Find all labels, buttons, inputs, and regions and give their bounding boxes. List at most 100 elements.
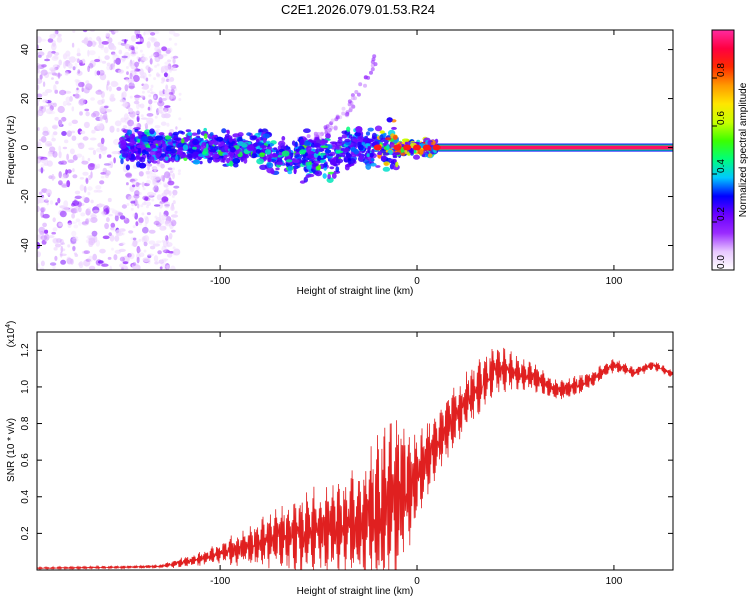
heatmap-cell	[171, 68, 178, 72]
heatmap-cell	[90, 217, 98, 223]
heatmap-cell	[162, 182, 169, 187]
heatmap-cell	[171, 229, 176, 233]
heatmap-cell	[173, 138, 181, 141]
heatmap-cell	[49, 146, 56, 153]
heatmap-cell	[142, 202, 147, 206]
heatmap-cell	[72, 94, 76, 97]
heatmap-cell	[54, 30, 59, 35]
heatmap-cell	[78, 206, 82, 213]
heatmap-cell	[169, 129, 175, 134]
heatmap-cell	[172, 200, 176, 205]
heatmap-cell	[146, 144, 151, 148]
heatmap-cell	[56, 65, 60, 69]
heatmap-cell	[230, 146, 236, 153]
heatmap-cell	[51, 77, 54, 80]
heatmap-cell	[157, 106, 165, 114]
heatmap-cell	[118, 248, 126, 252]
heatmap-cell	[299, 138, 305, 146]
heatmap-cell	[174, 210, 178, 214]
heatmap-cell	[292, 159, 300, 164]
heatmap-cell	[52, 131, 58, 136]
heatmap-cell	[329, 141, 338, 144]
heatmap-cell	[88, 175, 92, 180]
heatmap-cell	[127, 119, 134, 127]
heatmap-cell	[354, 131, 362, 137]
heatmap-cell	[391, 126, 397, 130]
heatmap-cell	[162, 143, 167, 149]
heatmap-cell	[104, 55, 110, 60]
heatmap-cell	[169, 47, 173, 53]
heatmap-cell	[79, 184, 85, 191]
heatmap-cell	[61, 242, 65, 245]
heatmap-cell	[125, 193, 132, 200]
heatmap-cell	[393, 144, 402, 151]
heatmap-cell	[71, 106, 75, 112]
heatmap-cell	[112, 53, 117, 57]
heatmap-cell	[224, 144, 228, 151]
heatmap-cell	[68, 122, 72, 126]
heatmap-cell	[101, 115, 108, 120]
heatmap-cell	[356, 92, 361, 97]
heatmap-cell	[62, 146, 68, 150]
heatmap-cell	[63, 200, 69, 208]
heatmap-cell	[37, 251, 41, 258]
heatmap-cell	[76, 153, 83, 158]
heatmap-cell	[140, 117, 148, 120]
heatmap-cell	[107, 37, 113, 44]
heatmap-cell	[138, 162, 147, 169]
heatmap-cell	[59, 251, 63, 258]
y-tick-label: 0.2	[20, 526, 31, 540]
heatmap-cell	[142, 257, 150, 263]
heatmap-cell	[69, 56, 76, 63]
heatmap-cell	[110, 227, 115, 230]
heatmap-cell	[66, 153, 69, 161]
heatmap-cell	[313, 133, 318, 138]
heatmap-cell	[164, 89, 167, 93]
heatmap-cell	[88, 238, 96, 246]
heatmap-cell	[166, 78, 170, 82]
heatmap-cell	[72, 200, 80, 207]
heatmap-cell	[140, 114, 144, 118]
heatmap-cell	[229, 160, 234, 167]
heatmap-cell	[419, 148, 424, 155]
heatmap-cell	[342, 152, 346, 158]
heatmap-cell	[246, 132, 252, 136]
heatmap-cell	[53, 30, 57, 37]
heatmap-cell	[119, 143, 127, 149]
heatmap-cell	[392, 134, 398, 140]
heatmap-cell	[130, 207, 134, 211]
heatmap-cell	[40, 156, 48, 161]
heatmap-cell	[386, 144, 390, 151]
heatmap-cell	[113, 59, 117, 64]
heatmap-cell	[129, 187, 133, 191]
heatmap-cell	[304, 169, 309, 173]
heatmap-cell	[142, 187, 146, 191]
heatmap-cell	[52, 227, 58, 232]
snr-panel: -100 0 100 0.2 0.4 0.6 0.8 1.0 1.2 Height of str…	[5, 321, 674, 597]
heatmap-cell	[127, 129, 132, 135]
heatmap-cell	[404, 141, 408, 146]
snr-x-label: Height of straight line (km)	[297, 586, 414, 597]
heatmap-cell	[168, 69, 172, 73]
heatmap-cell	[149, 91, 156, 95]
heatmap-cell	[400, 152, 406, 156]
heatmap-cell	[335, 115, 340, 120]
colorbar-tick-label: 0.0	[716, 255, 727, 269]
heatmap-cell	[100, 175, 105, 179]
heatmap-cell	[153, 41, 161, 48]
heatmap-cell	[82, 136, 89, 141]
heatmap-cell	[276, 161, 284, 166]
heatmap-cell	[176, 148, 182, 155]
heatmap-cell	[175, 155, 179, 161]
heatmap-cell	[259, 164, 268, 170]
heatmap-cell	[377, 151, 382, 155]
heatmap-cell	[158, 259, 165, 264]
heatmap-cell	[98, 44, 104, 49]
heatmap-cell	[121, 267, 129, 270]
heatmap-cell	[144, 222, 148, 229]
heatmap-cell	[174, 42, 178, 46]
heatmap-cell	[92, 149, 97, 155]
x-tick-label: 100	[606, 276, 623, 287]
heatmap-cell	[153, 95, 157, 99]
heatmap-cell	[166, 244, 170, 248]
